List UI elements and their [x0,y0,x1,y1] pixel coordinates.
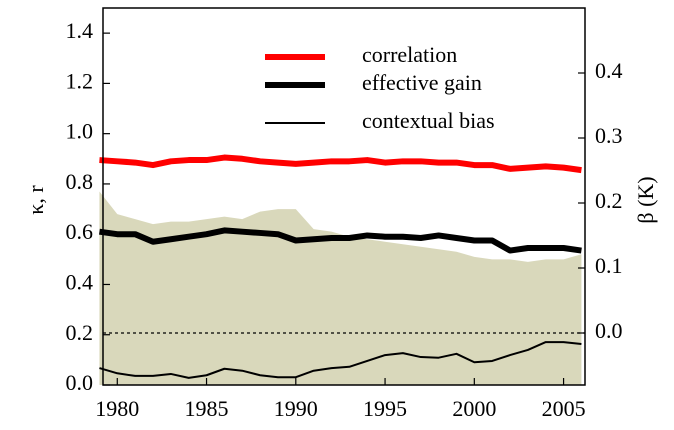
y-tick-label: 0.2 [66,320,94,345]
y2-axis-label: β (K) [633,176,658,223]
y-tick-label: 1.2 [66,68,94,93]
y-tick-label: 1.0 [66,119,94,144]
y2-tick-label: 0.4 [595,58,623,83]
x-tick-label: 1990 [274,396,318,421]
x-tick-label: 2000 [452,396,496,421]
y2-tick-label: 0.0 [595,318,623,343]
legend-label: contextual bias [362,108,495,133]
shaded-area [99,191,582,385]
y-tick-label: 0.8 [66,169,94,194]
series-line [99,227,582,254]
plot-frame [102,7,586,386]
series-line [99,154,582,174]
series-line [99,341,582,379]
legend-label: effective gain [362,70,482,95]
y2-tick-label: 0.2 [595,188,623,213]
y-axis-label: κ, r [23,185,48,215]
x-tick-label: 1980 [95,396,139,421]
y-tick-label: 0.0 [66,370,94,395]
y2-tick-label: 0.1 [595,253,623,278]
x-tick-label: 2005 [542,396,586,421]
x-tick-label: 1995 [363,396,407,421]
y-tick-label: 1.4 [66,18,94,43]
y2-tick-label: 0.3 [595,123,623,148]
x-tick-label: 1985 [185,396,229,421]
legend-label: correlation [362,42,457,67]
y-tick-label: 0.6 [66,219,94,244]
y-tick-label: 0.4 [66,270,94,295]
